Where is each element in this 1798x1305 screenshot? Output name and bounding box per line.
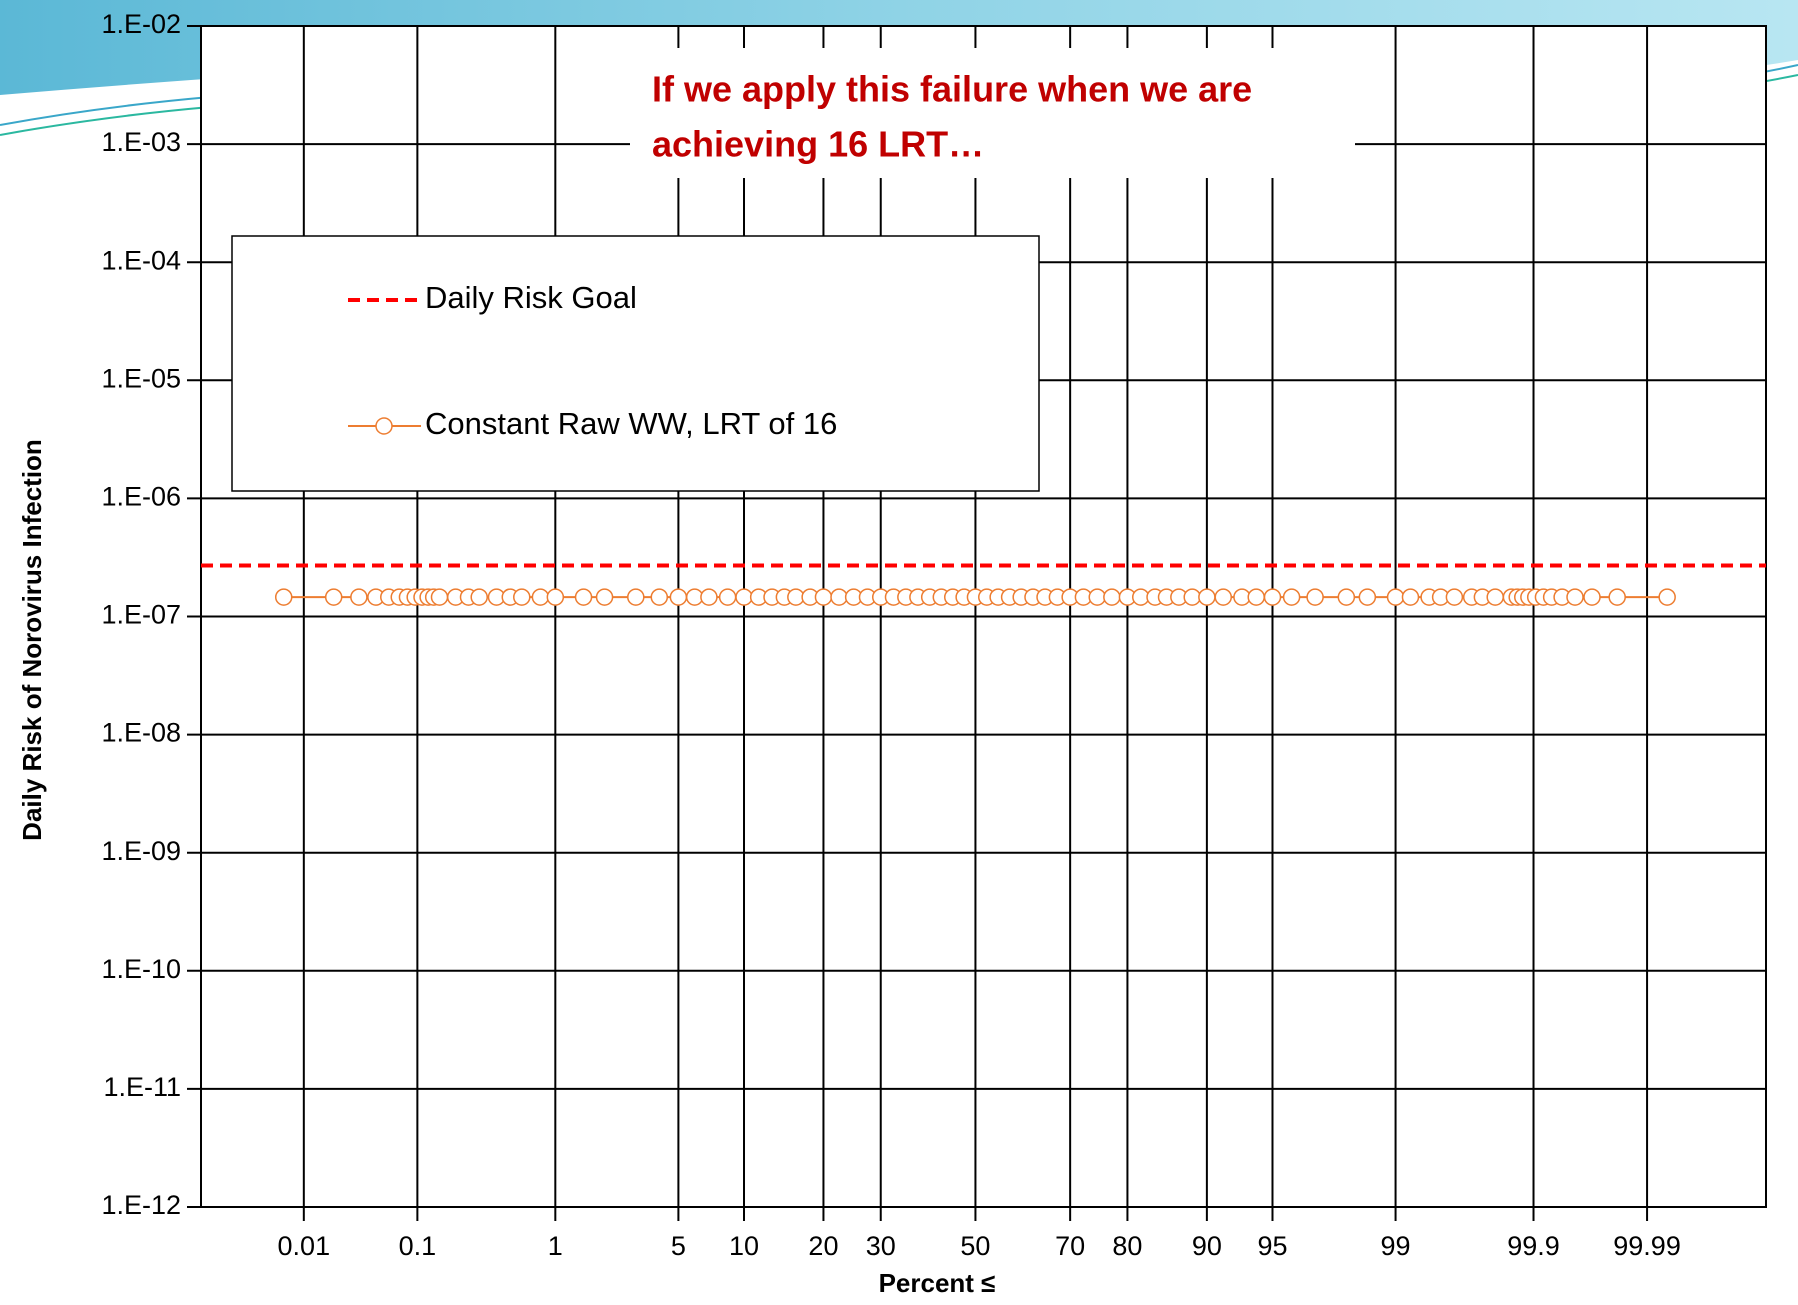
legend-swatch — [376, 418, 392, 434]
data-point — [701, 589, 717, 605]
data-point — [670, 589, 686, 605]
data-point — [1487, 589, 1503, 605]
data-point — [471, 589, 487, 605]
x-tick-label: 30 — [866, 1231, 896, 1261]
data-point — [1402, 589, 1418, 605]
x-tick-label: 70 — [1055, 1231, 1085, 1261]
data-point — [628, 589, 644, 605]
x-tick-label: 90 — [1192, 1231, 1222, 1261]
data-point — [1359, 589, 1375, 605]
legend-label: Constant Raw WW, LRT of 16 — [425, 406, 837, 441]
y-tick-label: 1.E-09 — [101, 836, 181, 866]
data-point — [1104, 589, 1120, 605]
data-point — [815, 589, 831, 605]
chart: 1.E-12 1.E-11 1.E-10 1.E-09 1.E-08 1.E-07 1.E-… — [0, 0, 1798, 1305]
y-tick-label: 1.E-07 — [101, 600, 181, 630]
data-point — [1659, 589, 1675, 605]
y-tick-label: 1.E-10 — [101, 954, 181, 984]
data-point — [1388, 589, 1404, 605]
data-point — [547, 589, 563, 605]
y-tick-label: 1.E-02 — [101, 9, 181, 39]
x-tick-label: 99.9 — [1507, 1231, 1560, 1261]
x-tick-label: 80 — [1112, 1231, 1142, 1261]
data-point — [351, 589, 367, 605]
y-axis-title: Daily Risk of Norovirus Infection — [17, 439, 47, 841]
y-tick-label: 1.E-08 — [101, 718, 181, 748]
data-point — [576, 589, 592, 605]
y-tick-label: 1.E-04 — [101, 245, 181, 275]
x-tick-label: 0.1 — [399, 1231, 437, 1261]
data-point — [720, 589, 736, 605]
data-point — [1184, 589, 1200, 605]
data-point — [651, 589, 667, 605]
x-tick-label: 10 — [729, 1231, 759, 1261]
data-point — [326, 589, 342, 605]
legend-label: Daily Risk Goal — [425, 280, 637, 315]
data-point — [1248, 589, 1264, 605]
x-tick-label: 50 — [960, 1231, 990, 1261]
x-tick-label: 5 — [671, 1231, 686, 1261]
y-tick-label: 1.E-05 — [101, 363, 181, 393]
y-tick-label: 1.E-12 — [101, 1190, 181, 1220]
data-point — [276, 589, 292, 605]
x-tick-label: 99.99 — [1613, 1231, 1681, 1261]
x-axis-title: Percent ≤ — [879, 1268, 996, 1298]
data-point — [831, 589, 847, 605]
data-point — [514, 589, 530, 605]
data-point — [597, 589, 613, 605]
annotation: If we apply this failure when we are — [652, 69, 1252, 110]
legend — [232, 236, 1039, 491]
x-tick-label: 20 — [808, 1231, 838, 1261]
data-point — [1089, 589, 1105, 605]
data-point — [1199, 589, 1215, 605]
y-tick-label: 1.E-11 — [103, 1072, 181, 1102]
data-point — [1584, 589, 1600, 605]
data-point — [1609, 589, 1625, 605]
data-point — [431, 589, 447, 605]
x-tick-label: 95 — [1257, 1231, 1287, 1261]
annotation: achieving 16 LRT… — [652, 124, 984, 165]
x-tick-label: 0.01 — [278, 1231, 331, 1261]
data-point — [1567, 589, 1583, 605]
data-point — [532, 589, 548, 605]
data-point — [1284, 589, 1300, 605]
data-point — [736, 589, 752, 605]
y-tick-label: 1.E-03 — [101, 127, 181, 157]
y-tick-label: 1.E-06 — [101, 482, 181, 512]
data-point — [1338, 589, 1354, 605]
data-point — [1307, 589, 1323, 605]
data-point — [1215, 589, 1231, 605]
page: 1.E-12 1.E-11 1.E-10 1.E-09 1.E-08 1.E-07 1.E-… — [0, 0, 1798, 1305]
data-point — [1446, 589, 1462, 605]
x-tick-label: 99 — [1381, 1231, 1411, 1261]
x-tick-label: 1 — [548, 1231, 563, 1261]
data-point — [1264, 589, 1280, 605]
